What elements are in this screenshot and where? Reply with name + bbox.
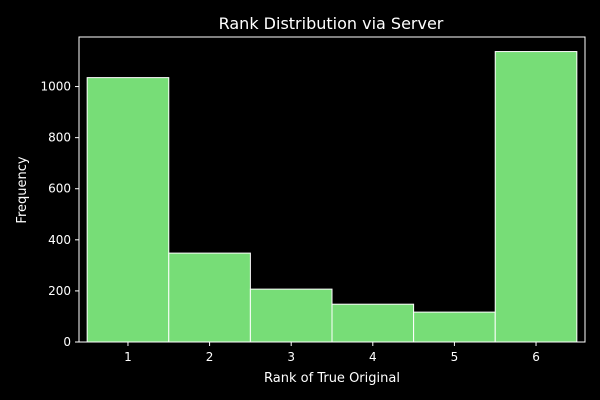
x-tick-label: 1	[124, 350, 132, 364]
x-tick-label: 6	[532, 350, 540, 364]
x-axis-ticks: 1 2 3 4 5 6	[124, 342, 540, 364]
chart-title: Rank Distribution via Server	[219, 14, 444, 33]
bar-rank-6	[494, 51, 578, 343]
y-tick-label: 0	[63, 335, 71, 349]
bar-rank-1	[86, 77, 170, 343]
x-axis-label: Rank of True Original	[264, 371, 400, 386]
plot-frame	[78, 36, 586, 343]
y-tick-label: 600	[48, 182, 71, 196]
x-tick-label: 5	[451, 350, 459, 364]
x-tick-label: 4	[369, 350, 377, 364]
y-axis-label: Frequency	[15, 156, 30, 223]
y-tick-label: 1000	[40, 80, 71, 94]
bar-rank-2	[168, 252, 251, 343]
x-tick-label: 3	[287, 350, 295, 364]
y-axis-ticks: 0 200 400 600 800 1000	[40, 80, 79, 349]
bar-rank-5	[413, 311, 496, 343]
y-tick-label: 800	[48, 131, 71, 145]
bars-group	[86, 51, 578, 343]
bar-rank-3	[249, 288, 333, 343]
y-tick-label: 200	[48, 284, 71, 298]
x-tick-label: 2	[206, 350, 214, 364]
bar-rank-4	[331, 303, 415, 343]
y-tick-label: 400	[48, 233, 71, 247]
